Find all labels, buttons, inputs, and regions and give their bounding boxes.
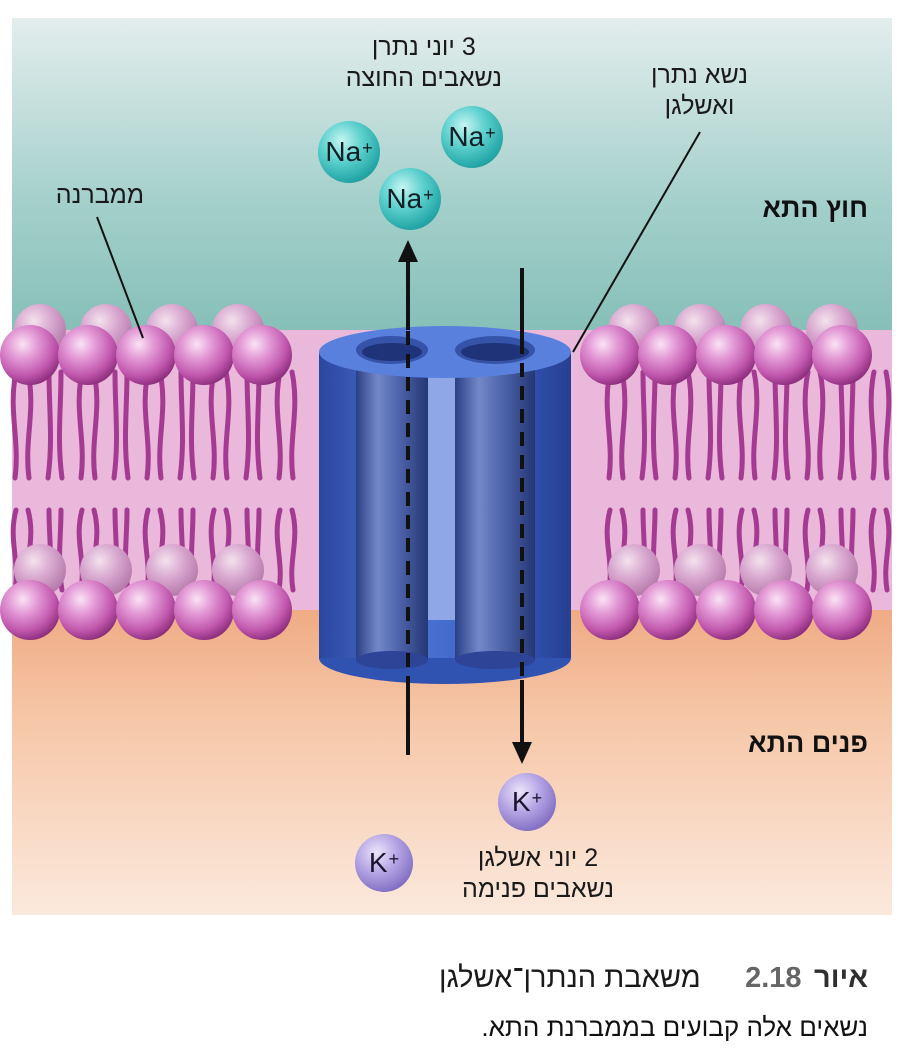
lipid-tail (122, 369, 131, 481)
outside-label: חוץ התא (762, 193, 868, 223)
lipid-tail (802, 369, 811, 481)
lipid-tail (736, 369, 745, 481)
lipid-tail (274, 507, 283, 593)
lipid-head (638, 325, 698, 385)
potassium-ion: K + (498, 773, 556, 831)
lipid-tail (837, 369, 846, 481)
lipid-head (174, 580, 234, 640)
lipid-tail (619, 369, 628, 481)
membrane-diagram (0, 18, 892, 915)
lipid-tail (274, 369, 283, 481)
lipid-head (232, 580, 292, 640)
lipid-tail (10, 369, 19, 481)
carrier-label-line2: ואשלגן (664, 92, 735, 120)
lipid-tail (782, 369, 791, 481)
na-out-label-line1: 3 יוני נתרן (371, 33, 476, 61)
lipid-tail (670, 369, 679, 481)
carrier-label: נשא נתרן ואשלגן (651, 60, 748, 122)
pump-protein (319, 326, 571, 684)
lipid-tail (25, 369, 34, 481)
lipid-tail (254, 369, 263, 481)
lipid-head (174, 325, 234, 385)
lipid-head (812, 580, 872, 640)
lipid-tail (45, 369, 54, 481)
lipid-heads-front-row (0, 325, 872, 640)
sodium-ion: Na + (441, 106, 503, 168)
lipid-tail (289, 369, 298, 481)
sodium-ion: Na + (318, 121, 380, 183)
figure-number: 2.18 (745, 962, 802, 994)
lipid-head (0, 325, 60, 385)
lipid-tail (243, 369, 252, 481)
extracellular-fluid (12, 18, 892, 348)
lipid-tail (883, 507, 892, 593)
lipid-tail (771, 369, 780, 481)
lipid-tail (751, 369, 760, 481)
lipid-head (58, 325, 118, 385)
lipid-tail (802, 507, 811, 593)
lipid-tail (76, 369, 85, 481)
lipid-head (232, 325, 292, 385)
carrier-label-line1: נשא נתרן (651, 61, 748, 89)
k-in-label-line2: נשאבים פנימה (461, 875, 614, 903)
lipid-tail (685, 369, 694, 481)
lipid-head (0, 580, 60, 640)
sodium-ion: Na + (379, 168, 441, 230)
k-in-label-line1: 2 יוני אשלגן (477, 844, 599, 872)
na-out-label: 3 יוני נתרן נשאבים החוצה (346, 32, 502, 94)
lipid-tail (10, 507, 19, 593)
lipid-tail (604, 369, 613, 481)
lipid-head (116, 325, 176, 385)
lipid-tail (188, 369, 197, 481)
lipid-head (58, 580, 118, 640)
carrier-leader-line (572, 131, 701, 353)
lipid-head (116, 580, 176, 640)
figure-description: נשאים אלה קבועים בממברנת התא. (481, 1012, 868, 1042)
lipid-head (580, 325, 640, 385)
lipid-tail (883, 369, 892, 481)
membrane-leader-line (96, 216, 144, 339)
inside-label: פנים התא (748, 728, 868, 758)
lipid-tail (736, 507, 745, 593)
lipid-head (812, 325, 872, 385)
k-in-arrow (512, 268, 532, 764)
na-out-arrow (398, 240, 418, 755)
lipid-tail (289, 507, 298, 593)
potassium-ion: K + (355, 834, 413, 892)
membrane-label: ממברנה (55, 181, 144, 209)
lipid-tail (868, 369, 877, 481)
lipid-tail (639, 369, 648, 481)
lipid-head (580, 580, 640, 640)
lipid-head (754, 325, 814, 385)
lipid-head (696, 580, 756, 640)
lipid-tail (91, 369, 100, 481)
lipid-tail (157, 369, 166, 481)
lipid-tail (223, 369, 232, 481)
lipid-tail (848, 369, 857, 481)
lipid-tail (716, 369, 725, 481)
na-out-label-line2: נשאבים החוצה (345, 64, 502, 92)
lipid-tail (817, 369, 826, 481)
lipid-tail (56, 369, 65, 481)
lipid-head (754, 580, 814, 640)
lipid-tail (208, 369, 217, 481)
figure-title: משאבת הנתרן־אשלגן (438, 962, 701, 994)
lipid-tail (208, 507, 217, 593)
lipid-head (696, 325, 756, 385)
lipid-tail (650, 369, 659, 481)
lipid-tail (111, 369, 120, 481)
lipid-tail (142, 369, 151, 481)
sodium-potassium-pump-figure: 3 יוני נתרן נשאבים החוצה נשא נתרן ואשלגן… (0, 18, 892, 915)
lipid-tail (868, 507, 877, 593)
lipid-tail (705, 369, 714, 481)
lipid-head (638, 580, 698, 640)
lipid-tail (177, 369, 186, 481)
figure-caption: איור 2.18 משאבת הנתרן־אשלגן (439, 962, 868, 995)
k-in-label: 2 יוני אשלגן נשאבים פנימה (462, 843, 614, 905)
figure-label: איור (814, 962, 868, 994)
